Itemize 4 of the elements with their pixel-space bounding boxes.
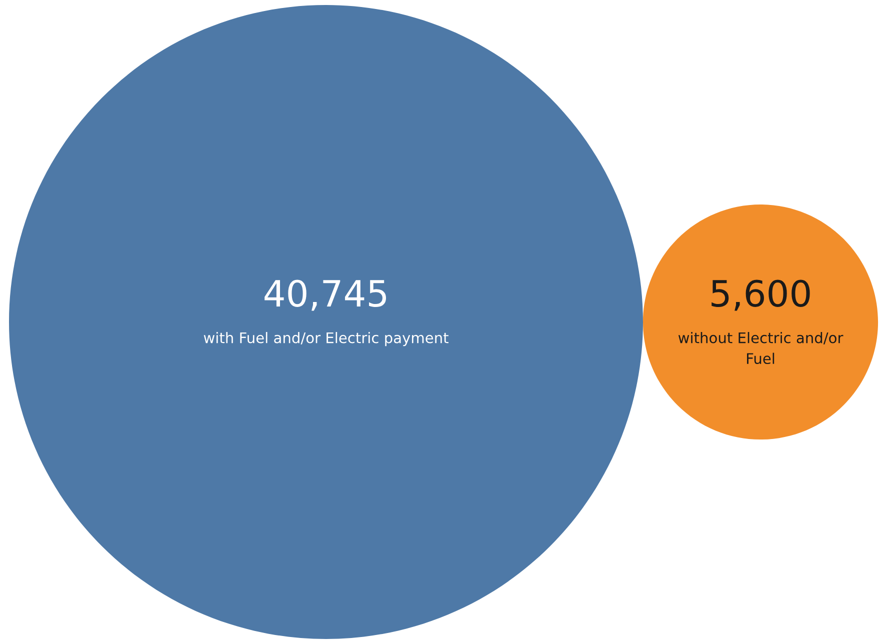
category-label: without Electric and/or Fuel xyxy=(678,332,844,364)
category-label: with Fuel and/or Electric payment xyxy=(204,332,448,346)
data-label: 40,745 xyxy=(264,280,386,311)
data-label: 5,600 xyxy=(712,280,810,311)
